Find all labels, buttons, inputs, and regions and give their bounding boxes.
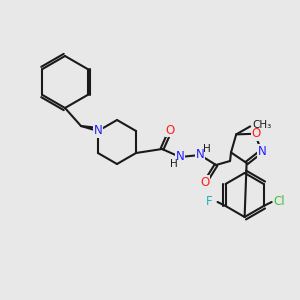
Text: O: O: [165, 124, 175, 136]
Text: H: H: [170, 159, 178, 169]
Text: Cl: Cl: [274, 196, 286, 208]
Text: O: O: [200, 176, 210, 188]
Text: N: N: [258, 145, 267, 158]
Text: CH₃: CH₃: [252, 120, 272, 130]
Text: H: H: [203, 144, 211, 154]
Text: N: N: [176, 151, 184, 164]
Text: O: O: [251, 127, 261, 140]
Text: N: N: [94, 124, 102, 137]
Text: N: N: [196, 148, 204, 161]
Text: F: F: [206, 196, 213, 208]
